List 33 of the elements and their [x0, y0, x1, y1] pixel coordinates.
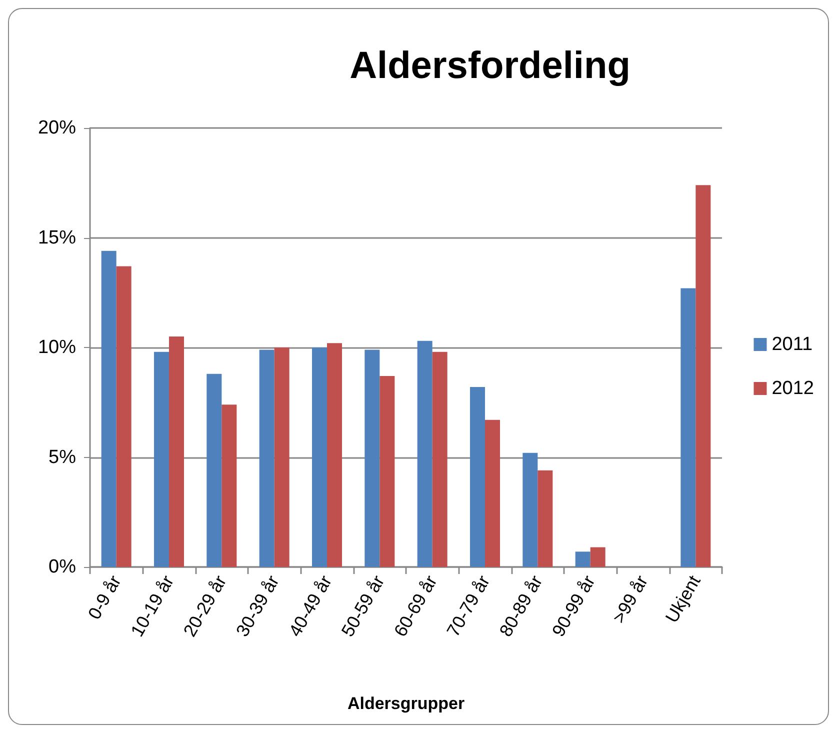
bar	[206, 374, 222, 567]
bar	[380, 376, 395, 567]
y-tick-label: 0%	[48, 556, 76, 578]
bar	[116, 266, 132, 567]
bar	[485, 420, 500, 567]
bar	[538, 470, 553, 567]
bar	[432, 352, 448, 567]
x-tick-label: 0-9 år	[84, 572, 125, 623]
bar	[417, 340, 432, 567]
bar	[154, 352, 169, 567]
bar	[312, 348, 327, 567]
bar	[259, 350, 274, 567]
bar	[470, 387, 485, 567]
bar	[169, 336, 184, 567]
bar	[101, 250, 116, 567]
bar	[522, 452, 538, 567]
y-tick-label: 20%	[38, 118, 76, 138]
bar	[364, 350, 380, 567]
legend-label: 2012	[772, 378, 814, 399]
bar	[575, 552, 590, 567]
x-tick-label: >99 år	[608, 572, 652, 627]
bar	[590, 547, 606, 567]
bar	[680, 288, 696, 567]
bar	[274, 348, 290, 567]
bar	[327, 343, 342, 567]
legend-label: 2011	[772, 334, 813, 355]
y-tick-label: 5%	[48, 446, 76, 468]
bar	[222, 404, 237, 567]
bar	[696, 185, 711, 567]
x-axis-title: Aldersgrupper	[347, 694, 465, 713]
y-tick-label: 15%	[38, 227, 76, 248]
y-tick-label: 10%	[38, 337, 76, 358]
chart-title: Aldersfordeling	[350, 45, 630, 87]
